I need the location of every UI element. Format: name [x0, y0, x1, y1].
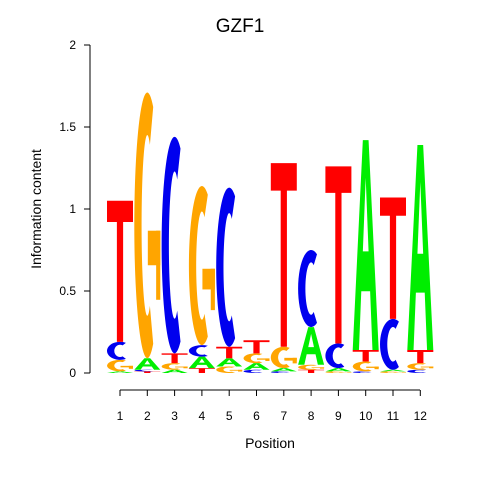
letter-c [161, 136, 181, 354]
letter-t [188, 368, 215, 373]
letter-t [352, 350, 379, 362]
letter-t [161, 353, 188, 364]
logo-column-10 [352, 140, 379, 373]
letter-g [188, 186, 215, 346]
letter-c [270, 371, 290, 373]
logo-column-11 [379, 197, 406, 373]
letter-a [352, 140, 379, 351]
letter-g [107, 359, 133, 372]
letter-t [325, 166, 352, 344]
y-tick-label: 1 [69, 202, 76, 216]
letter-t [243, 340, 270, 354]
x-axis-label: Position [245, 435, 295, 451]
letter-a [270, 368, 297, 372]
letter-a [107, 371, 133, 373]
letter-t [298, 369, 325, 373]
x-tick-label: 6 [253, 409, 260, 423]
y-axis: 0 0.5 1 1.5 2 [59, 38, 91, 380]
x-tick-label: 1 [117, 409, 124, 423]
letter-c [134, 369, 154, 372]
letter-a [380, 369, 406, 372]
letter-c [325, 343, 345, 369]
letter-c [188, 345, 208, 357]
x-tick-label: 7 [280, 409, 287, 423]
x-axis-ticks: 1 2 3 4 5 6 7 8 9 10 11 12 [117, 390, 428, 423]
letter-g [407, 363, 434, 370]
letter-g [298, 364, 325, 370]
y-axis-label: Information content [28, 149, 44, 269]
letter-g [243, 353, 270, 364]
x-tick-label: 2 [144, 409, 151, 423]
logo-column-12 [407, 145, 434, 373]
logo-column-5 [216, 187, 243, 373]
letter-c [407, 369, 427, 373]
y-tick-label: 0 [69, 366, 76, 380]
x-tick-label: 8 [308, 409, 315, 423]
logo-column-2 [134, 92, 161, 373]
letter-c [380, 318, 399, 370]
x-tick-label: 9 [335, 409, 342, 423]
logo-column-1 [107, 200, 133, 373]
chart-title: GZF1 [216, 16, 265, 37]
letter-a [407, 145, 434, 351]
logo-column-4 [188, 186, 215, 373]
letter-a [243, 363, 270, 370]
letter-a [188, 356, 215, 369]
logo-column-3 [161, 136, 188, 373]
letter-c [352, 371, 372, 373]
letter-t [270, 163, 297, 347]
y-tick-label: 1.5 [59, 120, 76, 134]
x-tick-label: 3 [171, 409, 178, 423]
letter-g [270, 346, 297, 369]
letter-t [134, 371, 161, 373]
letter-g [379, 371, 406, 373]
letter-g [352, 361, 379, 372]
logo-column-7 [270, 163, 297, 373]
letter-g [134, 92, 161, 359]
logo-column-8 [298, 250, 325, 373]
letter-g [325, 371, 352, 373]
letter-a [216, 358, 243, 367]
letter-t [407, 350, 434, 364]
logo-column-6 [243, 340, 270, 373]
x-axis: 1 2 3 4 5 6 7 8 9 10 11 12 [117, 389, 428, 423]
x-tick-label: 5 [226, 409, 233, 423]
letter-c [107, 341, 126, 360]
x-tick-label: 4 [199, 409, 206, 423]
letter-t [216, 346, 243, 359]
letter-g [161, 363, 188, 370]
letter-t [380, 197, 406, 319]
y-tick-label: 2 [69, 38, 76, 52]
letter-c [216, 187, 236, 347]
letter-t [107, 200, 133, 342]
logo-column-9 [325, 166, 352, 373]
letter-a [325, 368, 352, 372]
letter-g [216, 366, 243, 373]
letter-a [298, 327, 325, 365]
x-tick-label: 10 [359, 409, 373, 423]
x-tick-label: 11 [387, 409, 400, 423]
letter-a [134, 358, 161, 370]
y-tick-label: 0.5 [59, 284, 76, 298]
y-axis-ticks: 0 0.5 1 1.5 2 [59, 38, 90, 380]
letter-c [298, 250, 318, 328]
letter-a [161, 369, 188, 373]
letter-c [243, 369, 263, 373]
letter-stacks [107, 92, 434, 373]
x-tick-label: 12 [414, 409, 428, 423]
